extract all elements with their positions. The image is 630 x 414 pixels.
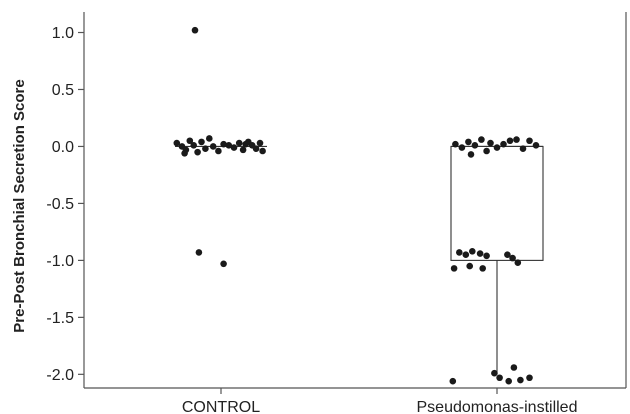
axes: 1.0 0.5 0.0 -0.5 -1.0 -1.5 -2.0 CONTROL Pseudomo…: [46, 12, 627, 414]
data-point: [467, 151, 475, 158]
y-tick-label: 1.0: [52, 25, 74, 42]
data-point: [181, 149, 188, 157]
data-point: [532, 142, 540, 149]
data-point: [230, 144, 238, 151]
data-point: [504, 251, 511, 258]
data-point: [449, 377, 457, 385]
data-point: [465, 138, 472, 146]
y-tick-label: -1.0: [46, 253, 74, 270]
data-points: [173, 26, 540, 385]
data-point: [186, 137, 194, 145]
data-point: [256, 139, 264, 147]
data-point: [487, 139, 494, 147]
data-point: [519, 145, 527, 153]
y-tick-label: -1.5: [46, 310, 74, 327]
data-point: [242, 140, 249, 148]
data-point: [239, 146, 247, 154]
y-tick-label: 0.5: [52, 82, 74, 99]
y-axis-title: Pre-Post Bronchial Secretion Score: [11, 79, 28, 332]
x-tick-label: CONTROL: [182, 399, 260, 414]
data-point: [215, 147, 222, 155]
y-tick-label: -0.5: [46, 196, 74, 213]
y-tick-label: 0.0: [52, 139, 74, 156]
data-point: [194, 148, 201, 156]
data-point: [506, 137, 514, 145]
data-point: [478, 136, 485, 143]
data-point: [493, 144, 501, 151]
data-point: [190, 142, 197, 149]
data-point: [514, 259, 522, 266]
data-point: [483, 252, 490, 260]
data-point: [198, 138, 205, 146]
data-point: [509, 254, 516, 262]
data-point: [496, 374, 503, 382]
data-point: [526, 374, 533, 382]
data-point: [458, 144, 466, 151]
data-point: [476, 250, 484, 257]
data-point: [491, 369, 498, 377]
data-point: [450, 265, 458, 272]
data-point: [462, 251, 470, 258]
data-point: [466, 262, 474, 270]
data-point: [252, 145, 260, 153]
data-point: [505, 377, 512, 385]
box-iqr: [450, 145, 544, 261]
data-point: [220, 260, 227, 268]
box-plots: [175, 145, 544, 375]
data-point: [452, 140, 459, 148]
box-plot-pseudomonas: [450, 145, 544, 375]
data-point: [220, 140, 227, 148]
data-point: [259, 147, 266, 155]
data-point: [500, 140, 507, 148]
data-point: [526, 137, 533, 145]
data-point: [469, 247, 476, 255]
data-point: [202, 145, 209, 153]
data-point: [456, 249, 463, 256]
data-point: [209, 143, 217, 150]
data-point: [225, 142, 233, 149]
data-point: [510, 364, 518, 371]
y-tick-label: -2.0: [46, 367, 74, 384]
data-point: [195, 249, 203, 256]
data-point: [471, 142, 479, 149]
data-point: [513, 136, 520, 143]
x-tick-label: Pseudomonas-instilled: [417, 399, 578, 414]
data-point: [191, 26, 199, 34]
data-point: [517, 376, 524, 384]
data-point: [479, 265, 487, 272]
data-point: [483, 147, 490, 155]
data-point: [206, 135, 213, 142]
data-point: [173, 139, 181, 147]
data-point: [235, 139, 243, 147]
